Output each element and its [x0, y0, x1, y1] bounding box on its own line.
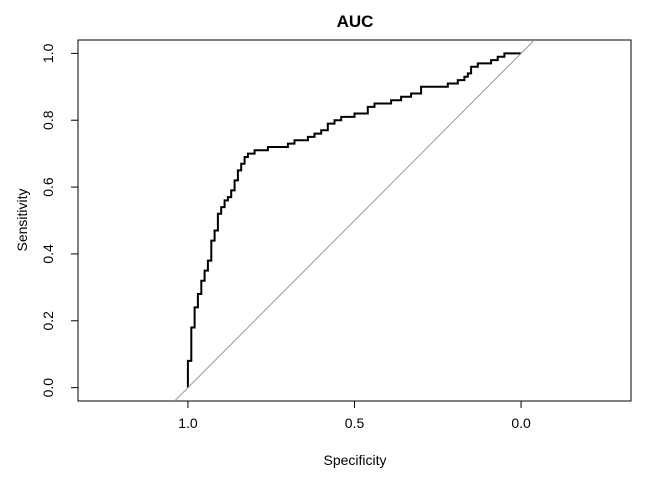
x-axis: 1.0 0.5 0.0	[178, 400, 531, 431]
x-tick-label: 0.0	[511, 415, 531, 431]
y-tick-label: 0.8	[40, 110, 56, 130]
reference-diagonal-line	[174, 40, 535, 401]
y-tick-label: 0.2	[40, 311, 56, 331]
series-layer	[174, 40, 535, 401]
roc-curve-line	[186, 52, 522, 388]
y-tick-label: 1.0	[40, 43, 56, 63]
y-axis-label: Sensitivity	[14, 188, 30, 251]
x-tick-label: 1.0	[178, 415, 198, 431]
y-tick-label: 0.6	[40, 177, 56, 197]
y-tick-label: 0.4	[40, 244, 56, 264]
y-tick-label: 0.0	[40, 378, 56, 398]
x-tick-label: 0.5	[345, 415, 365, 431]
chart-title: AUC	[337, 12, 374, 31]
x-axis-label: Specificity	[323, 452, 386, 468]
y-axis: 0.0 0.2 0.4 0.6 0.8 1.0	[40, 43, 79, 398]
